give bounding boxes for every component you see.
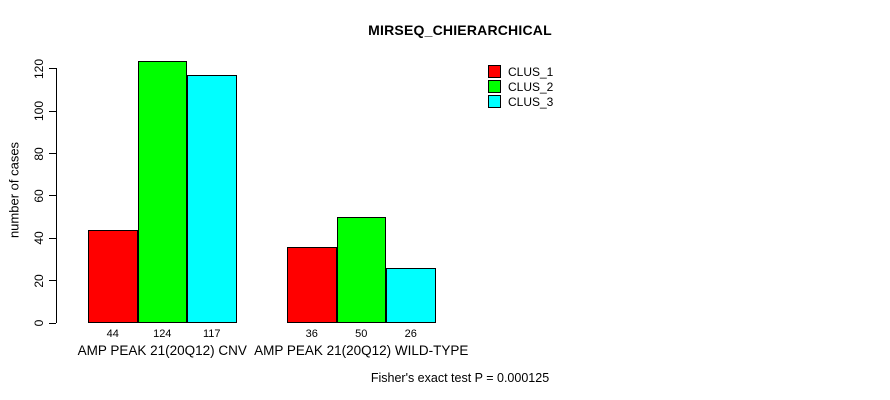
y-axis-tick-label: 100	[32, 101, 46, 122]
y-axis-tick	[49, 322, 56, 324]
chart-title: MIRSEQ_CHIERARCHICAL	[368, 22, 552, 38]
y-axis-label: number of cases	[6, 141, 22, 239]
bar-clus_1-group2	[287, 246, 337, 323]
bar-clus_3-group1	[187, 75, 237, 323]
y-axis-tick-label: 80	[32, 146, 46, 161]
y-axis-tick	[49, 237, 56, 239]
bar-value-label: 50	[355, 328, 368, 340]
legend-item-clus_1: CLUS_1	[488, 64, 553, 79]
bar-value-label: 26	[404, 328, 417, 340]
legend-label: CLUS_2	[508, 79, 554, 94]
legend-swatch-icon	[488, 80, 501, 93]
y-axis-tick	[49, 153, 56, 155]
legend-item-clus_2: CLUS_2	[488, 79, 553, 94]
legend-item-clus_3: CLUS_3	[488, 94, 553, 109]
y-axis-tick-label: 120	[32, 58, 46, 79]
y-axis-tick	[49, 280, 56, 282]
legend-swatch-icon	[488, 95, 501, 108]
y-axis-tick-label: 0	[32, 319, 46, 327]
bar-value-label: 117	[202, 328, 221, 340]
y-axis-tick-label: 60	[32, 189, 46, 203]
y-axis-tick-label: 40	[32, 231, 46, 246]
legend-label: CLUS_1	[508, 64, 554, 79]
chart-legend: CLUS_1 CLUS_2 CLUS_3	[488, 64, 553, 109]
legend-label: CLUS_3	[508, 94, 554, 109]
x-axis-category-label: AMP PEAK 21(20Q12) WILD-TYPE	[254, 343, 469, 358]
y-axis-tick	[49, 110, 56, 112]
bar-clus_1-group1	[88, 229, 138, 323]
x-axis-category-label: AMP PEAK 21(20Q12) CNV	[77, 343, 247, 358]
bar-value-label: 124	[153, 328, 172, 340]
bar-value-label: 36	[305, 328, 318, 340]
y-axis-tick	[49, 195, 56, 197]
y-axis-tick-label: 20	[32, 273, 46, 288]
fisher-test-annotation: Fisher's exact test P = 0.000125	[370, 371, 550, 385]
bar-clus_2-group2	[336, 217, 386, 323]
y-axis-tick	[49, 68, 56, 70]
bar-clus_2-group1	[137, 60, 187, 323]
y-axis-line	[56, 68, 57, 323]
bar-clus_3-group2	[386, 267, 436, 323]
legend-swatch-icon	[488, 65, 501, 78]
bar-value-label: 44	[106, 328, 119, 340]
